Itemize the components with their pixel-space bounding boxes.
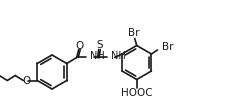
- Text: O: O: [76, 42, 84, 51]
- Text: S: S: [96, 41, 103, 50]
- Text: Br: Br: [162, 42, 174, 52]
- Text: HOOC: HOOC: [121, 89, 152, 99]
- Text: O: O: [22, 76, 30, 85]
- Text: NH: NH: [111, 51, 125, 61]
- Text: NH: NH: [90, 51, 104, 61]
- Text: Br: Br: [128, 28, 140, 38]
